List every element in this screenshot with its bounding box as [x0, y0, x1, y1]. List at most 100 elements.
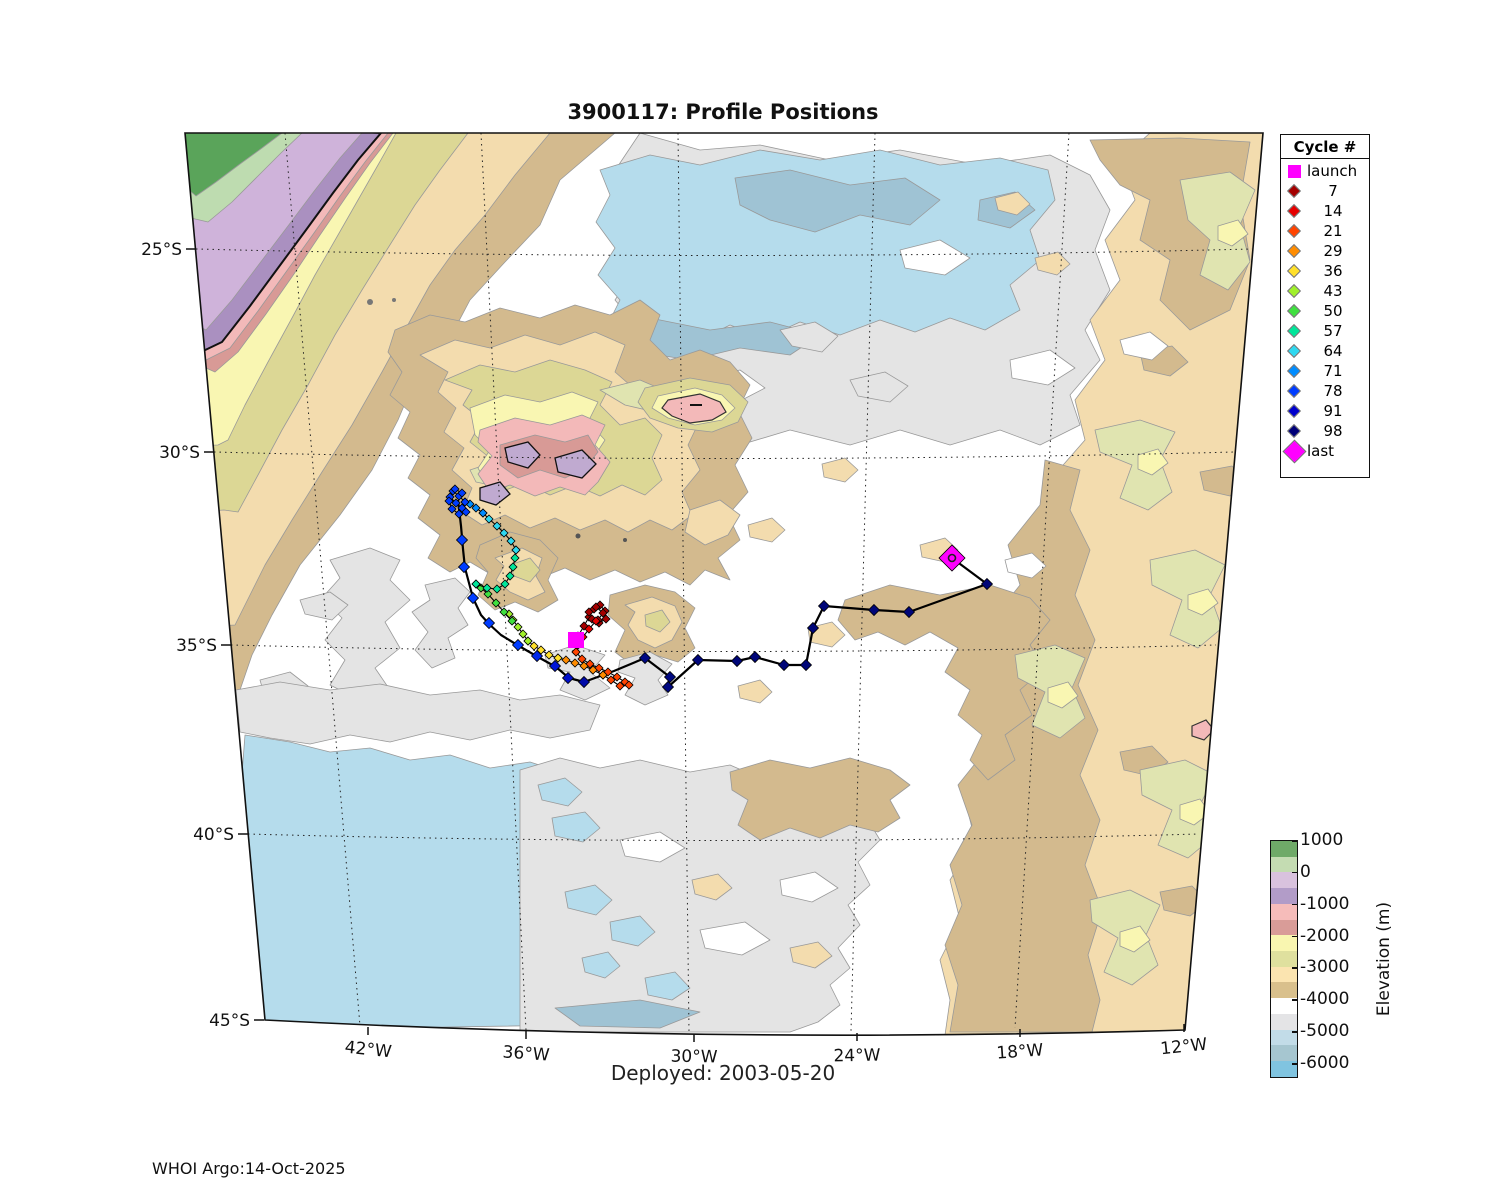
diamond-icon [1281, 423, 1307, 439]
contour-region [691, 873, 733, 901]
diamond-icon [1281, 383, 1307, 399]
legend-marker-shape [1286, 263, 1302, 279]
colorbar-segment [1271, 856, 1297, 873]
x-tick-label: 42°W [344, 1038, 393, 1063]
cycle-29-marker [579, 661, 589, 671]
colorbar-tick-label: 0 [1292, 861, 1311, 882]
legend-marker-shape [1286, 423, 1302, 439]
colorbar-segment [1271, 903, 1297, 920]
cycle-14-marker [591, 616, 601, 626]
meridian-gridline [677, 133, 690, 1033]
cycle-64-marker [506, 536, 516, 546]
plot-title: 3900117: Profile Positions [567, 100, 878, 124]
contour-region [299, 591, 349, 621]
legend-entry-label: 14 [1323, 202, 1343, 220]
diamond-icon [1281, 223, 1307, 239]
colorbar-tick-labels: 1000 0 -1000 -2000 -3000 -4000 -5000 -6000 [1291, 830, 1390, 1078]
legend-marker-shape [1286, 303, 1302, 319]
contour-region [1047, 681, 1079, 709]
map-frame [184, 132, 1264, 1036]
legend-entry-21: 21 [1281, 221, 1369, 241]
legend-marker-shape [1286, 383, 1302, 399]
cycle-57-marker [471, 579, 481, 589]
profile-marker [511, 638, 525, 652]
cycle-21-marker [577, 654, 587, 664]
cycle-64-marker [499, 528, 509, 538]
cycle-29-marker [561, 655, 571, 665]
x-tick-label: 24°W [833, 1046, 880, 1067]
profile-marker [777, 658, 791, 672]
legend-marker-shape [1286, 183, 1302, 199]
x-tick-label: 30°W [670, 1047, 717, 1068]
colorbar-axis-label: Elevation (m) [1372, 840, 1396, 1078]
profile-marker [530, 649, 544, 663]
contour-region [554, 999, 701, 1029]
colorbar-tick-label: -4000 [1291, 989, 1350, 1010]
contour-region [185, 133, 283, 197]
colorbar-segment [1271, 935, 1297, 952]
profile-marker [902, 605, 916, 619]
diamond-icon [1281, 283, 1307, 299]
legend-entry-label: 7 [1328, 182, 1338, 200]
cycle-78-marker [460, 497, 470, 507]
legend-marker-shape [1286, 323, 1302, 339]
x-tick-label: 36°W [502, 1042, 550, 1065]
diamond-icon [1281, 263, 1307, 279]
y-tick-label: 45°S [209, 1011, 250, 1031]
cycle-64-marker [484, 514, 494, 524]
cycle-29-marker [588, 665, 598, 675]
cycle-36-marker [529, 641, 539, 651]
legend-entry-64: 64 [1281, 341, 1369, 361]
seamount-mark [623, 538, 627, 542]
cycle-78-marker [450, 484, 460, 494]
contour-region [684, 499, 741, 546]
legend-entry-label: 78 [1323, 382, 1343, 400]
cycle-57-marker [508, 562, 518, 572]
contour-region [1139, 759, 1216, 859]
contour-region [564, 884, 613, 916]
bathymetry-layer [185, 133, 1263, 1036]
cycle-78-marker [447, 504, 457, 514]
colorbar-tick-label: -5000 [1291, 1021, 1350, 1042]
contour-region [609, 915, 656, 947]
legend-entry-label: 64 [1323, 342, 1343, 360]
footer-credit: WHOI Argo:14-Oct-2025 [152, 1159, 346, 1178]
cycle-43-marker [523, 636, 533, 646]
cycle-29-marker [598, 670, 608, 680]
colorbar-tick-label: -1000 [1291, 893, 1350, 914]
cycle-legend: Cycle # launch 7 14 21 29 36 43 50 57 64 71 78 91 98 l… [1280, 134, 1370, 478]
profile-marker [730, 654, 744, 668]
cycle-21-marker [624, 680, 634, 690]
colorbar-segment [1271, 966, 1297, 983]
legend-entry-launch: launch [1281, 161, 1369, 181]
profile-marker [799, 658, 813, 672]
cycle-78-marker [451, 498, 461, 508]
profile-marker [661, 680, 675, 694]
legend-entry-label: 36 [1323, 262, 1343, 280]
square-icon [1281, 164, 1307, 178]
contour-region [644, 609, 671, 633]
contour-region [1187, 588, 1219, 616]
colorbar-segment [1271, 841, 1297, 857]
contour-region [1179, 171, 1256, 291]
contour-region [537, 777, 583, 807]
contour-region [504, 441, 541, 469]
profile-marker [548, 659, 562, 673]
profile-marker [466, 591, 480, 605]
colorbar-axis-label-text: Elevation (m) [1374, 901, 1395, 1017]
contour-region [1094, 419, 1176, 511]
cycle-21-marker [606, 675, 616, 685]
legend-marker-shape [1286, 223, 1302, 239]
cycle-57-marker [505, 571, 515, 581]
legend-entry-label: 21 [1323, 222, 1343, 240]
legend-marker-shape [1286, 203, 1302, 219]
legend-entry-label: 43 [1323, 282, 1343, 300]
diamond-large-icon [1281, 438, 1307, 464]
y-tick-label: 25°S [141, 240, 182, 260]
profile-marker [455, 533, 469, 547]
parallel-gridline [230, 644, 1217, 652]
colorbar-tick-label: 1000 [1291, 830, 1344, 850]
seamount-mark [1191, 719, 1215, 741]
contour-region [554, 449, 597, 479]
profile-marker [867, 603, 881, 617]
